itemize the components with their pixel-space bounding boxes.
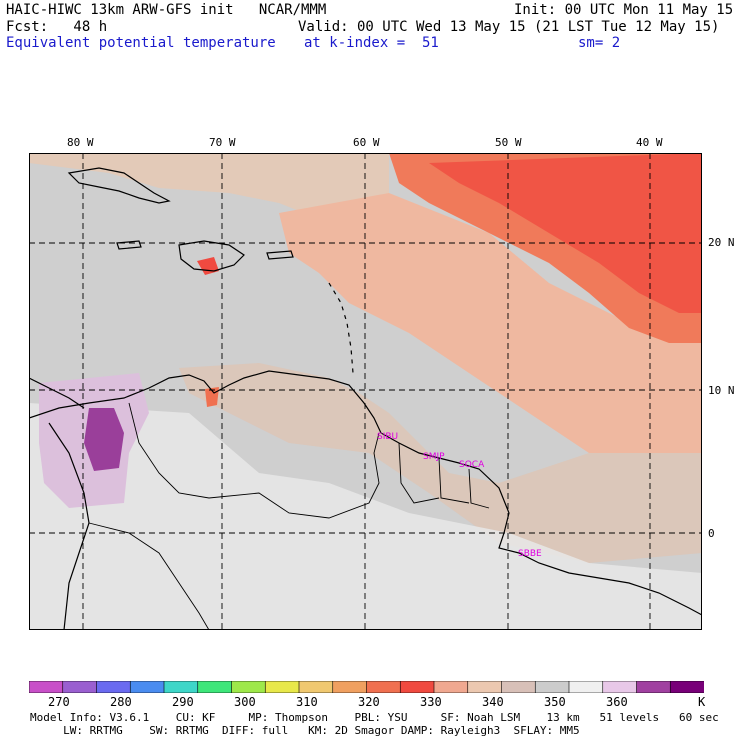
colorbar-tick-340: 340: [482, 695, 504, 709]
coastlines: [29, 167, 702, 630]
colorbar-swatch: [332, 681, 368, 693]
colorbar-swatch: [433, 681, 469, 693]
colorbar-swatch: [298, 681, 334, 693]
station-label-smjp: SMJP: [423, 452, 445, 462]
colorbar-swatch: [669, 681, 704, 693]
theta-tan-central: [179, 363, 702, 563]
colorbar-tick-290: 290: [172, 695, 194, 709]
colorbar-swatch: [96, 681, 132, 693]
field-name: Equivalent potential temperature: [6, 35, 276, 51]
lon-label-40w: 40 W: [636, 136, 663, 149]
colorbar-swatch: [501, 681, 537, 693]
cuba-coast: [67, 167, 171, 204]
central-america-coast: [29, 377, 85, 409]
theta-e-map: [29, 153, 702, 630]
colorbar-swatch: [264, 681, 300, 693]
theta-tan-north: [29, 153, 389, 233]
lat-label-equator: 0: [708, 527, 715, 540]
colorbar-unit: K: [698, 695, 706, 709]
graticule: [29, 153, 702, 630]
border-french-guiana: [468, 468, 490, 509]
colorbar-tick-300: 300: [234, 695, 256, 709]
map-frame: [29, 153, 702, 630]
colorbar-swatch: [602, 681, 638, 693]
country-borders: [88, 402, 490, 630]
k-index-label: at k-index = 51: [304, 35, 439, 51]
border-suriname: [438, 457, 470, 504]
lat-label-10n: 10 N: [708, 384, 735, 397]
colorbar-swatch: [467, 681, 503, 693]
model-info-line1: Model Info: V3.6.1 CU: KF MP: Thompson P…: [30, 711, 719, 724]
border-guyana: [398, 442, 440, 504]
station-label-sbbe: SBBE: [518, 549, 542, 559]
colorbar-tick-270: 270: [48, 695, 70, 709]
model-title: HAIC-HIWC 13km ARW-GFS init NCAR/MMM: [6, 2, 327, 18]
colorbar-swatch: [568, 681, 604, 693]
border-peru: [88, 522, 210, 630]
lon-label-70w: 70 W: [209, 136, 236, 149]
lon-label-60w: 60 W: [353, 136, 380, 149]
lon-label-80w: 80 W: [67, 136, 94, 149]
colorbar-tick-350: 350: [544, 695, 566, 709]
colorbar-swatch: [62, 681, 98, 693]
colorbar-swatch: [399, 681, 435, 693]
forecast-hour: Fcst: 48 h: [6, 19, 108, 35]
colorbar-swatch: [129, 681, 165, 693]
colorbar-tick-280: 280: [110, 695, 132, 709]
colorbar-swatch: [231, 681, 267, 693]
hispaniola-coast: [178, 240, 245, 272]
border-venezuela-colombia: [128, 402, 380, 519]
lon-label-50w: 50 W: [495, 136, 522, 149]
colorbar-swatch: [366, 681, 402, 693]
lat-label-20n: 20 N: [708, 236, 735, 249]
colorbar-swatch: [197, 681, 233, 693]
valid-time: Valid: 00 UTC Wed 13 May 15 (21 LST Tue …: [298, 19, 720, 35]
smoothing-label: sm= 2: [578, 35, 621, 51]
puerto-rico-coast: [266, 250, 294, 260]
colorbar-tick-310: 310: [296, 695, 318, 709]
colorbar-swatch: [29, 681, 64, 693]
station-label-soca: SOCA: [459, 460, 485, 470]
jamaica-coast: [116, 240, 142, 250]
colorbar: [29, 681, 704, 693]
init-time: Init: 00 UTC Mon 11 May 15: [514, 2, 734, 18]
theta-purple-patch: [84, 408, 124, 471]
colorbar-swatch: [163, 681, 199, 693]
theta-salmon-band: [279, 193, 702, 453]
colorbar-tick-320: 320: [358, 695, 380, 709]
south-america-north-coast: [29, 370, 702, 616]
colorbar-swatch: [534, 681, 570, 693]
theta-light-south: [29, 403, 702, 630]
colorbar-tick-330: 330: [420, 695, 442, 709]
station-label-sibu: SIBU: [377, 432, 399, 442]
colorbar-tick-360: 360: [606, 695, 628, 709]
theta-red-region: [429, 153, 702, 313]
model-info-line2: LW: RRTMG SW: RRTMG DIFF: full KM: 2D Sm…: [30, 724, 580, 737]
colorbar-swatch: [636, 681, 672, 693]
